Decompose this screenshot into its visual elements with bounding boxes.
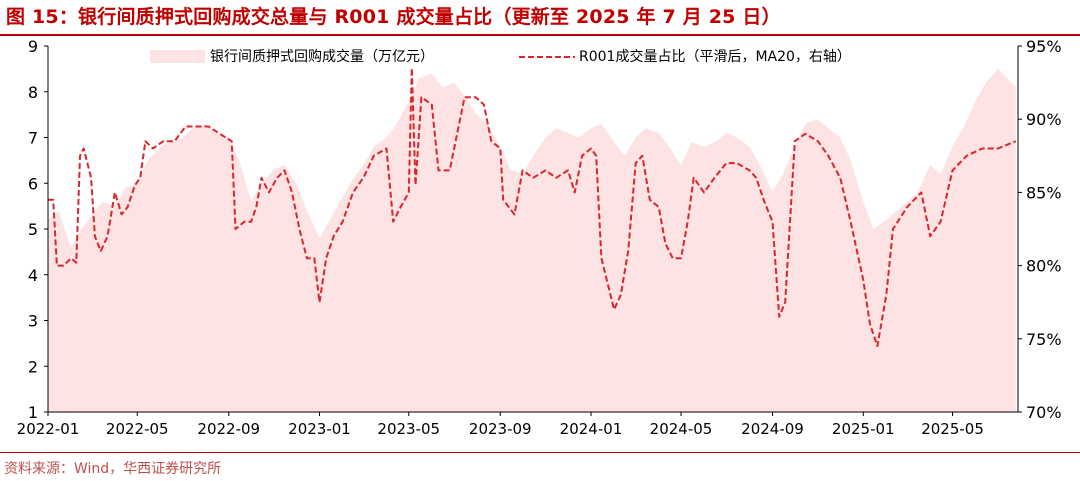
volume-area-layer [48,68,1016,412]
legend-swatch-volume [150,50,205,63]
left-tick-label: 7 [28,129,38,148]
figure-title: 图 15：银行间质押式回购成交总量与 R001 成交量占比（更新至 2025 年… [6,6,781,28]
x-tick-label: 2022-09 [197,420,260,438]
x-tick-label: 2024-01 [560,420,623,438]
left-axis-ticks: 1 2 3 4 5 6 7 8 9 [28,37,48,422]
right-tick-label: 90% [1026,110,1062,129]
left-tick-label: 4 [28,266,38,285]
right-tick-label: 95% [1026,37,1062,56]
x-tick-label: 2025-05 [921,420,984,438]
x-tick-label: 2023-05 [377,420,440,438]
left-tick-label: 1 [28,403,38,422]
x-tick-label: 2024-09 [741,420,804,438]
left-tick-label: 2 [28,357,38,376]
left-tick-label: 3 [28,312,38,331]
right-axis-ticks: 70% 75% 80% 85% 90% 95% [1018,37,1062,422]
title-rule [0,34,1080,36]
left-tick-label: 8 [28,83,38,102]
left-tick-label: 6 [28,174,38,193]
x-tick-label: 2022-01 [17,420,80,438]
r001-line [48,67,1017,348]
x-tick-label: 2023-09 [469,420,532,438]
right-tick-label: 85% [1026,183,1062,202]
source-note: 资料来源：Wind，华西证券研究所 [4,461,222,477]
x-axis-ticks: 2022-01 2022-05 2022-09 2023-01 2023-05 2023-… [17,412,984,438]
x-tick-label: 2022-05 [106,420,169,438]
legend-label-volume: 银行间质押式回购成交量（万亿元） [210,48,434,65]
x-tick-label: 2025-01 [832,420,895,438]
legend: 银行间质押式回购成交量（万亿元） R001成交量占比（平滑后，MA20，右轴） [150,48,851,65]
volume-area [48,68,1016,412]
x-tick-label: 2023-01 [288,420,351,438]
right-tick-label: 75% [1026,330,1062,349]
left-tick-label: 9 [28,37,38,56]
right-tick-label: 70% [1026,403,1062,422]
x-tick-label: 2024-05 [650,420,713,438]
right-tick-label: 80% [1026,257,1062,276]
r001-line-layer [48,67,1017,348]
left-tick-label: 5 [28,220,38,239]
legend-label-r001: R001成交量占比（平滑后，MA20，右轴） [579,48,851,65]
footer-rule [0,452,1080,453]
